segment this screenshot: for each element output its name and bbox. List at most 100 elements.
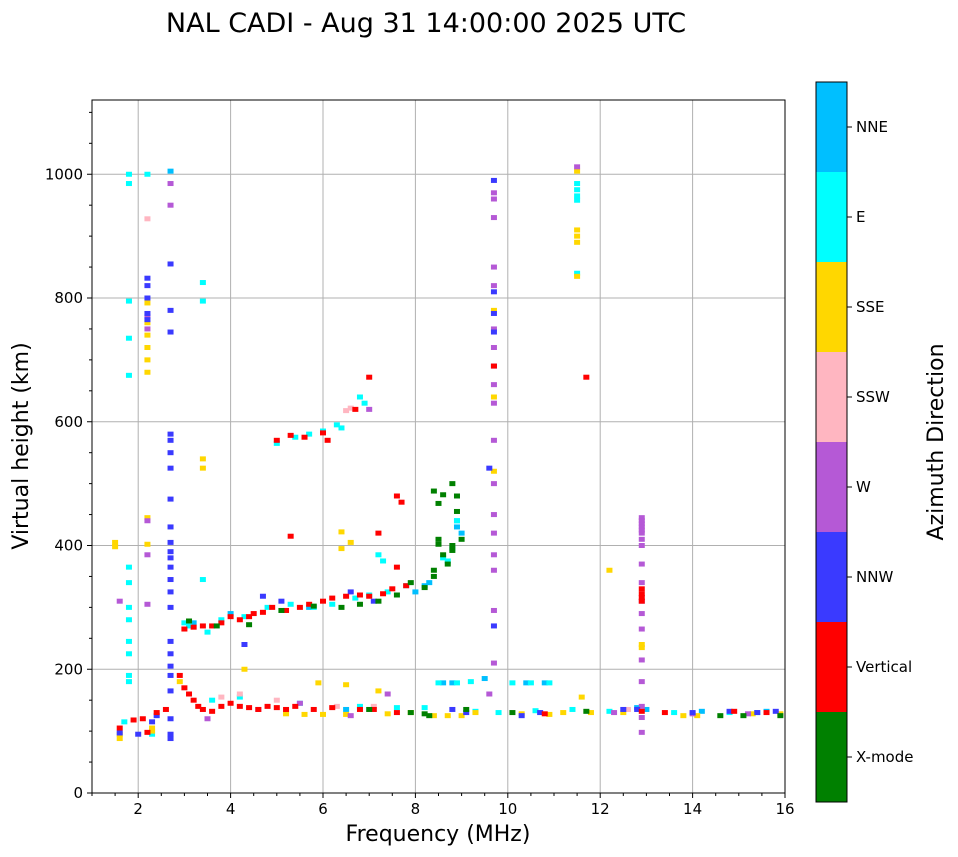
data-point-nne bbox=[541, 680, 548, 686]
data-point-nnw bbox=[167, 539, 174, 545]
data-point-nnw bbox=[167, 564, 174, 570]
data-point-sse bbox=[606, 567, 613, 573]
data-point-x-mode bbox=[375, 598, 382, 604]
colorbar-segment-nne bbox=[816, 82, 847, 172]
data-point-x-mode bbox=[435, 541, 442, 547]
data-point-nnw bbox=[486, 465, 493, 471]
data-point-e bbox=[453, 680, 460, 686]
data-point-vertical bbox=[176, 672, 183, 678]
data-point-vertical bbox=[264, 703, 271, 709]
data-point-vertical bbox=[320, 430, 326, 436]
data-point-vertical bbox=[296, 604, 303, 610]
data-point-x-mode bbox=[449, 547, 456, 553]
data-point-nnw bbox=[167, 736, 174, 742]
x-tick-label: 8 bbox=[411, 800, 421, 818]
data-point-vertical bbox=[227, 700, 234, 706]
x-tick-label: 14 bbox=[683, 800, 702, 818]
data-point-vertical bbox=[250, 611, 257, 617]
data-point-e bbox=[546, 680, 553, 686]
data-point-e bbox=[125, 672, 132, 678]
data-point-vertical bbox=[255, 706, 262, 712]
data-point-w bbox=[490, 567, 497, 573]
data-point-sse bbox=[283, 711, 290, 717]
data-point-nnw bbox=[135, 731, 142, 737]
x-tick-label: 6 bbox=[318, 800, 328, 818]
data-point-vertical bbox=[541, 711, 548, 717]
data-point-w bbox=[638, 530, 645, 536]
data-point-x-mode bbox=[186, 618, 193, 624]
data-point-nne bbox=[440, 680, 447, 686]
data-point-e bbox=[435, 680, 442, 686]
data-point-w bbox=[347, 713, 354, 719]
data-point-sse bbox=[144, 515, 151, 521]
data-point-sse bbox=[338, 529, 345, 535]
data-point-w bbox=[638, 657, 645, 663]
data-point-x-mode bbox=[463, 706, 470, 712]
data-point-e bbox=[606, 708, 613, 714]
data-point-w bbox=[204, 716, 211, 722]
data-point-w bbox=[296, 700, 303, 706]
data-point-x-mode bbox=[213, 623, 220, 629]
data-point-e bbox=[329, 601, 336, 607]
data-point-e bbox=[149, 731, 156, 737]
data-point-x-mode bbox=[421, 711, 428, 717]
data-point-nnw bbox=[144, 310, 151, 316]
data-point-e bbox=[125, 638, 132, 644]
data-point-e bbox=[125, 298, 132, 304]
data-point-w bbox=[490, 437, 497, 443]
data-point-e bbox=[444, 558, 451, 564]
data-point-vertical bbox=[283, 706, 290, 712]
data-point-w bbox=[638, 715, 645, 721]
data-point-e bbox=[204, 629, 211, 635]
data-point-x-mode bbox=[435, 500, 442, 506]
x-axis-ticks: 2 4 6 8 10 12 14 16 bbox=[91, 793, 795, 818]
data-point-nne bbox=[481, 676, 488, 682]
data-point-vertical bbox=[292, 703, 299, 709]
data-point-nnw bbox=[144, 275, 151, 281]
data-point-sse bbox=[574, 233, 581, 239]
data-point-sse bbox=[587, 710, 594, 716]
data-point-e bbox=[125, 171, 132, 177]
data-point-sse bbox=[347, 539, 354, 545]
data-point-ssw bbox=[370, 703, 377, 709]
colorbar-segment-vertical bbox=[816, 622, 847, 712]
data-point-nnw bbox=[167, 663, 174, 669]
data-point-w bbox=[490, 283, 497, 289]
data-point-vertical bbox=[301, 434, 308, 440]
data-point-sse bbox=[638, 645, 645, 651]
data-point-ssw bbox=[218, 694, 225, 700]
data-point-nnw bbox=[167, 261, 174, 267]
data-point-e bbox=[361, 400, 368, 406]
data-point-vertical bbox=[259, 609, 266, 615]
data-point-vertical bbox=[130, 717, 137, 723]
data-point-nnw bbox=[167, 465, 174, 471]
data-point-w bbox=[638, 536, 645, 542]
data-point-sse bbox=[375, 688, 382, 694]
data-point-vertical bbox=[199, 706, 206, 712]
data-point-x-mode bbox=[356, 601, 363, 607]
data-point-sse bbox=[560, 710, 567, 716]
data-point-sse bbox=[490, 468, 497, 474]
data-point-w bbox=[490, 382, 497, 388]
colorbar-tick-label: W bbox=[856, 478, 871, 496]
data-point-w bbox=[638, 515, 645, 521]
data-point-w bbox=[638, 580, 645, 586]
data-point-sse bbox=[199, 465, 206, 471]
data-point-sse bbox=[144, 369, 151, 375]
data-point-e bbox=[218, 617, 225, 623]
data-point-x-mode bbox=[407, 710, 414, 716]
data-point-vertical bbox=[638, 708, 645, 714]
data-point-nne bbox=[426, 580, 433, 586]
data-point-e bbox=[236, 694, 243, 700]
data-point-nnw bbox=[167, 431, 174, 437]
data-point-e bbox=[199, 298, 206, 304]
data-point-vertical bbox=[490, 363, 497, 369]
data-point-vertical bbox=[186, 691, 193, 697]
data-point-x-mode bbox=[583, 708, 590, 714]
data-point-w bbox=[490, 196, 497, 202]
data-point-vertical bbox=[638, 594, 645, 600]
data-point-e bbox=[333, 422, 340, 428]
data-point-x-mode bbox=[435, 536, 442, 542]
data-point-vertical bbox=[366, 374, 373, 380]
data-point-w bbox=[490, 190, 497, 196]
